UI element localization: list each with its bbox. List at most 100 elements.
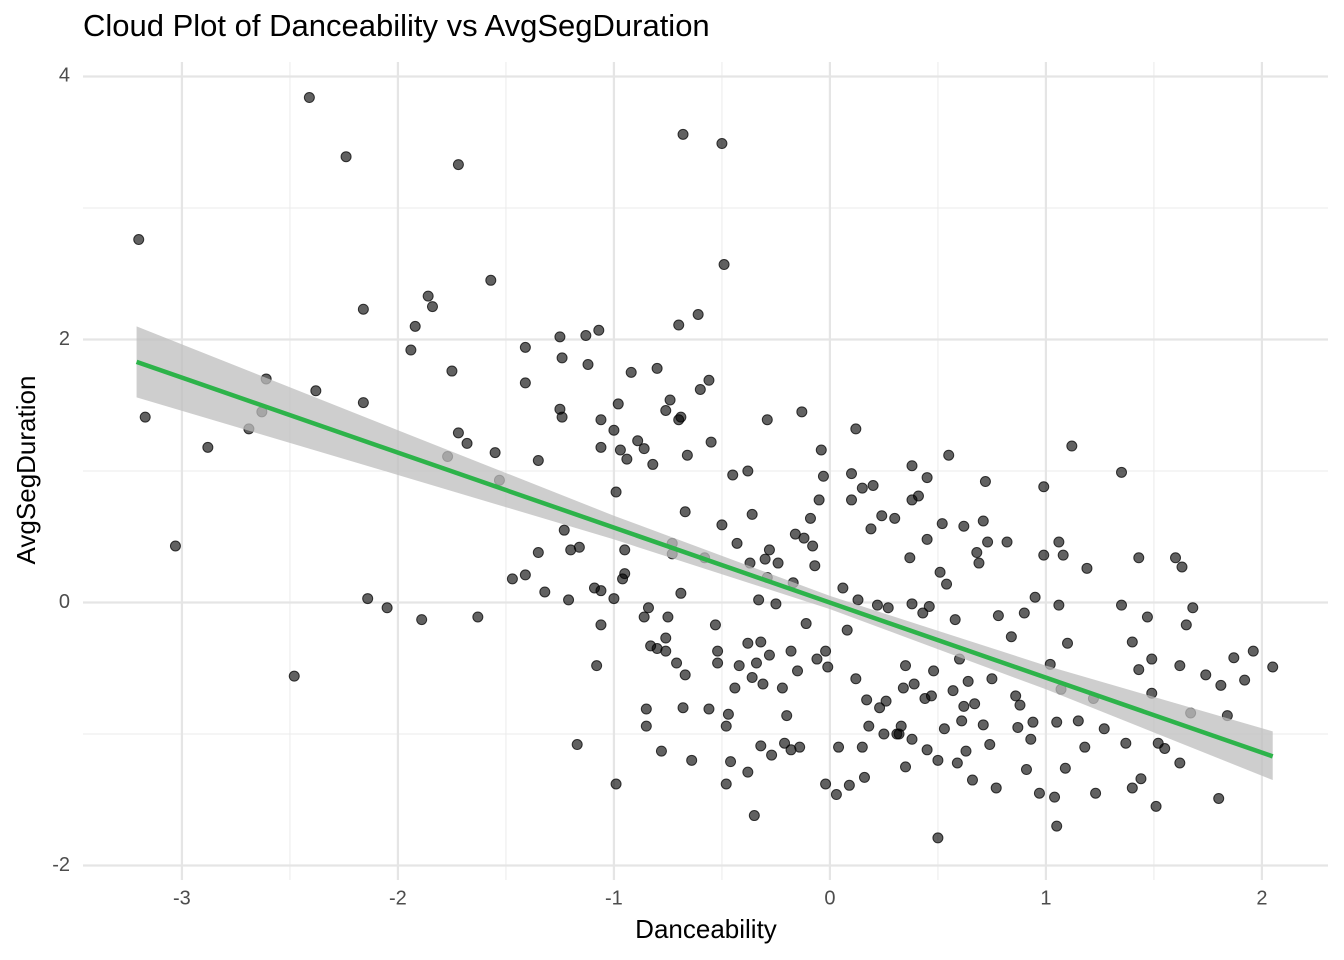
point <box>809 560 821 572</box>
point <box>703 374 715 386</box>
point <box>485 274 497 286</box>
point <box>202 441 214 453</box>
point <box>904 552 916 564</box>
point <box>686 754 698 766</box>
y-tick-label: 2 <box>59 328 70 350</box>
point <box>647 458 659 470</box>
point <box>725 756 737 768</box>
point <box>1059 762 1071 774</box>
point <box>712 645 724 657</box>
point <box>1200 669 1212 681</box>
point <box>763 544 775 556</box>
x-tick-label: -2 <box>389 887 407 909</box>
point <box>558 524 570 536</box>
point <box>1126 636 1138 648</box>
point <box>779 737 791 749</box>
point <box>882 602 894 614</box>
point <box>750 657 762 669</box>
point <box>800 618 812 630</box>
point <box>452 427 464 439</box>
point <box>846 468 858 480</box>
point <box>489 447 501 459</box>
point <box>621 453 633 465</box>
point <box>610 486 622 498</box>
point <box>720 720 732 732</box>
point <box>949 614 961 626</box>
point <box>943 449 955 461</box>
point <box>675 411 687 423</box>
point <box>169 540 181 552</box>
point <box>1090 787 1102 799</box>
point <box>677 702 689 714</box>
point <box>554 331 566 343</box>
point <box>956 715 968 727</box>
point <box>977 719 989 731</box>
point <box>655 745 667 757</box>
point <box>642 602 654 614</box>
point <box>532 454 544 466</box>
point <box>917 607 929 619</box>
point <box>1020 764 1032 776</box>
point <box>727 469 739 481</box>
point <box>908 678 920 690</box>
point <box>1018 607 1030 619</box>
point <box>139 411 151 423</box>
point <box>614 444 626 456</box>
point <box>807 540 819 552</box>
point <box>1005 631 1017 643</box>
point <box>755 740 767 752</box>
point <box>921 472 933 484</box>
point <box>1051 716 1063 728</box>
point <box>556 352 568 364</box>
point <box>1066 440 1078 452</box>
point <box>822 661 834 673</box>
point <box>608 424 620 436</box>
point <box>595 441 607 453</box>
point <box>362 593 374 605</box>
point <box>962 675 974 687</box>
point <box>746 508 758 520</box>
point <box>742 465 754 477</box>
point <box>895 720 907 732</box>
point <box>934 566 946 578</box>
point <box>519 341 531 353</box>
point <box>1079 741 1091 753</box>
point <box>947 685 959 697</box>
point <box>357 303 369 315</box>
point <box>595 619 607 631</box>
point <box>1014 699 1026 711</box>
point <box>966 774 978 786</box>
point <box>755 636 767 648</box>
point <box>729 682 741 694</box>
point <box>992 610 1004 622</box>
point <box>506 573 518 585</box>
point <box>357 397 369 409</box>
point <box>815 444 827 456</box>
point <box>422 290 434 302</box>
point <box>1053 599 1065 611</box>
point <box>880 695 892 707</box>
point <box>850 423 862 435</box>
point <box>1146 653 1158 665</box>
point <box>1126 782 1138 794</box>
point <box>1098 723 1110 735</box>
point <box>1170 552 1182 564</box>
point <box>1081 562 1093 574</box>
point <box>861 694 873 706</box>
point <box>1057 549 1069 561</box>
point <box>582 358 594 370</box>
point <box>1213 792 1225 804</box>
point <box>1010 690 1022 702</box>
point <box>539 586 551 598</box>
point <box>977 515 989 527</box>
point <box>1187 602 1199 614</box>
point <box>1001 536 1013 548</box>
point <box>612 398 624 410</box>
point <box>1120 737 1132 749</box>
point <box>850 673 862 685</box>
point <box>640 720 652 732</box>
point <box>813 494 825 506</box>
point <box>878 728 890 740</box>
